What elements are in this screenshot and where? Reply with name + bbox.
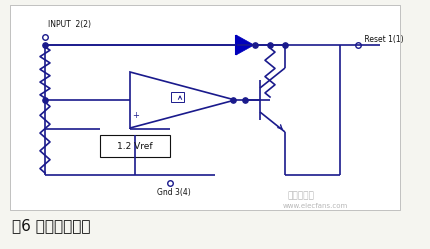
Text: 电子发烧友: 电子发烧友 [287,191,314,200]
Polygon shape [236,35,253,55]
Text: Gnd 3(4): Gnd 3(4) [157,188,190,197]
Text: 图6 内部结构框图: 图6 内部结构框图 [12,218,90,233]
Bar [100,135,169,157]
Text: www.elecfans.com: www.elecfans.com [283,203,347,209]
Text: +: + [132,111,138,120]
Text: INPUT  2(2): INPUT 2(2) [48,20,91,29]
Text: 1.2 Vref: 1.2 Vref [117,141,153,150]
Bar [171,92,184,102]
Text: Reset 1(1): Reset 1(1) [361,35,402,44]
Bar [10,5,399,210]
